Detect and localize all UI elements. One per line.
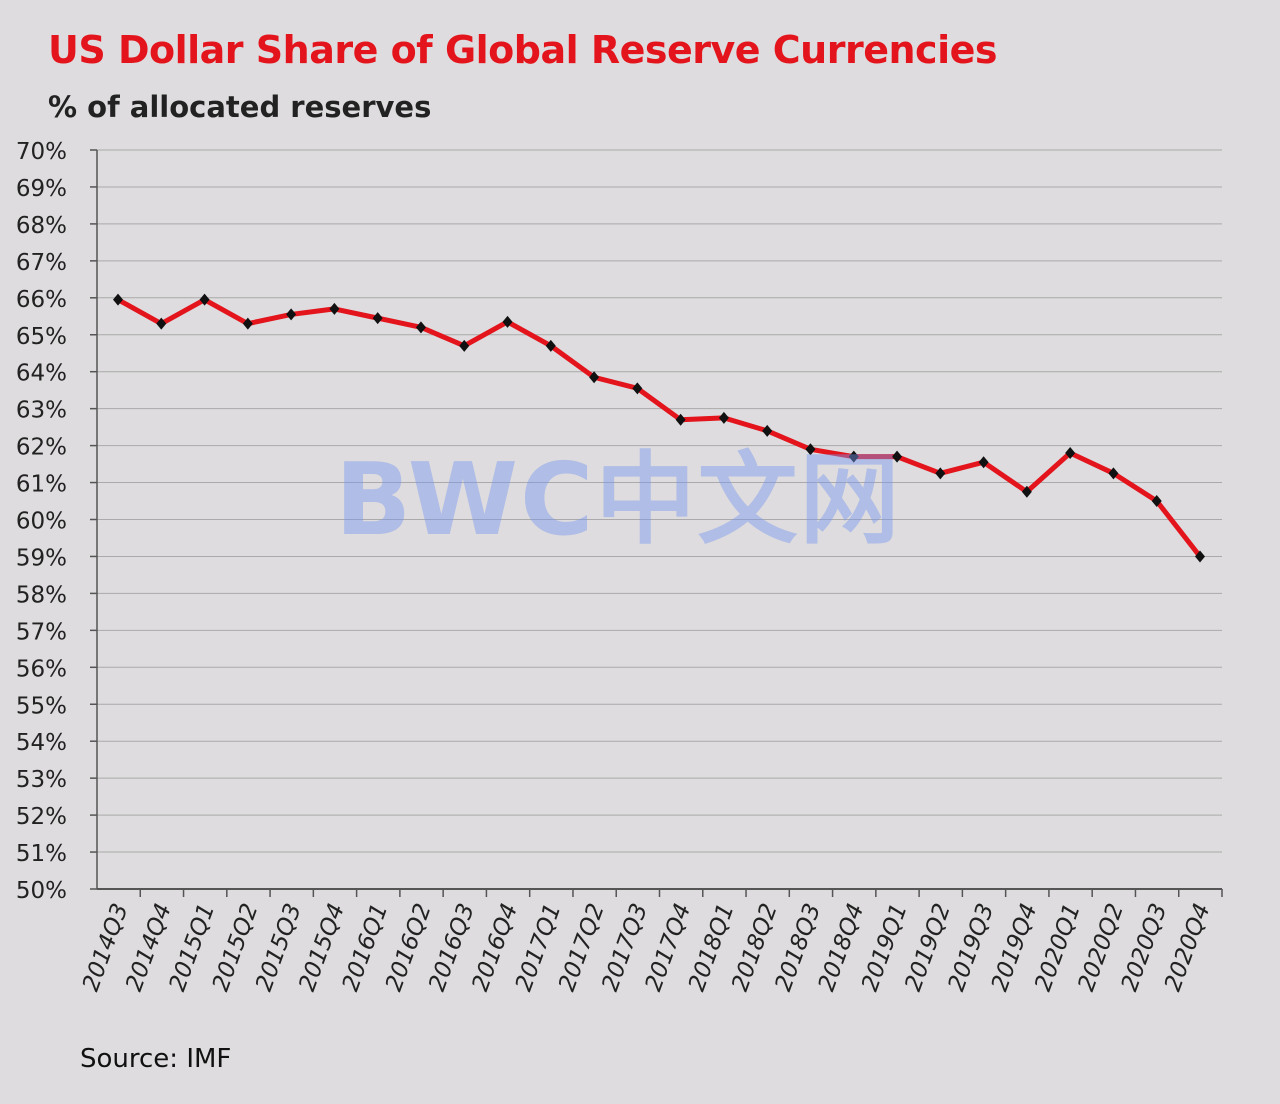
data-point — [1021, 485, 1032, 498]
y-tick-label: 66% — [16, 287, 67, 313]
y-tick-label: 63% — [16, 398, 67, 424]
y-tick-label: 69% — [16, 176, 67, 202]
data-point — [329, 302, 340, 315]
y-tick-label: 67% — [16, 250, 67, 276]
chart-title: US Dollar Share of Global Reserve Curren… — [48, 28, 998, 72]
y-tick-label: 57% — [16, 619, 67, 645]
data-point — [892, 450, 903, 463]
data-point — [372, 312, 383, 325]
y-tick-label: 59% — [16, 545, 67, 571]
data-point — [286, 308, 297, 321]
y-tick-label: 68% — [16, 213, 67, 239]
data-point — [199, 293, 210, 306]
data-point — [502, 315, 513, 328]
data-point — [632, 382, 643, 395]
data-point — [156, 317, 167, 330]
data-point — [242, 317, 253, 330]
y-tick-label: 53% — [16, 767, 67, 793]
y-tick-label: 56% — [16, 656, 67, 682]
y-tick-label: 61% — [16, 472, 67, 498]
y-tick-label: 62% — [16, 435, 67, 461]
y-tick-label: 55% — [16, 693, 67, 719]
y-tick-label: 64% — [16, 361, 67, 387]
data-point — [113, 293, 123, 306]
data-point — [1195, 550, 1205, 563]
y-tick-label: 60% — [16, 509, 67, 535]
y-tick-label: 50% — [16, 878, 67, 904]
data-point — [1151, 495, 1162, 508]
data-point — [675, 413, 686, 426]
data-point — [545, 339, 556, 352]
data-point — [459, 339, 470, 352]
data-point — [935, 467, 946, 480]
data-point — [978, 456, 989, 469]
source-note: Source: IMF — [80, 1044, 232, 1074]
data-point — [415, 321, 426, 334]
chart-subtitle: % of allocated reserves — [48, 90, 432, 124]
y-tick-label: 51% — [16, 841, 67, 867]
series-line — [116, 297, 1202, 558]
data-point — [1108, 467, 1119, 480]
y-tick-label: 65% — [16, 324, 67, 350]
y-tick-label: 54% — [16, 730, 67, 756]
data-point — [589, 371, 600, 384]
data-point — [848, 450, 859, 463]
watermark: BWC中文网 — [335, 441, 902, 558]
y-tick-label: 58% — [16, 582, 67, 608]
data-point — [762, 424, 773, 437]
data-point — [805, 443, 816, 456]
data-point — [1065, 446, 1076, 459]
y-tick-label: 70% — [16, 139, 67, 165]
data-point — [718, 411, 729, 424]
y-tick-label: 52% — [16, 804, 67, 830]
